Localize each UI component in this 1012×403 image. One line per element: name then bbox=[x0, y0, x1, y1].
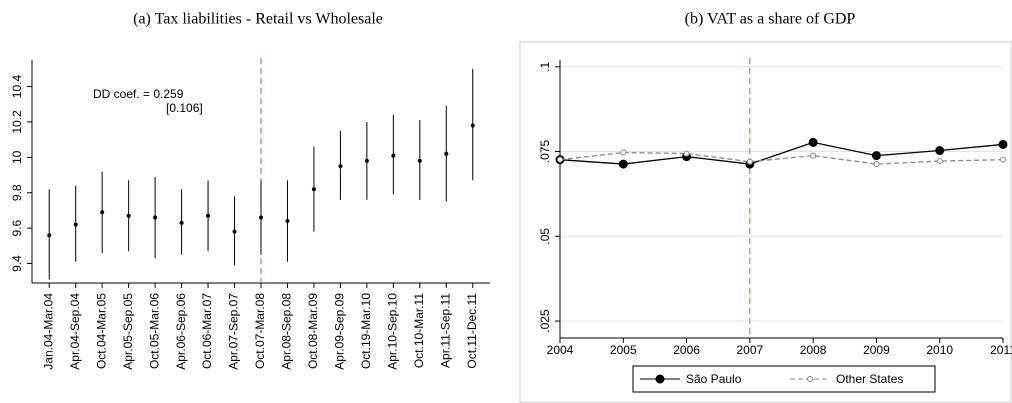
legend-marker bbox=[655, 374, 665, 384]
y-tick-label: 9.8 bbox=[10, 184, 24, 201]
y-tick-label: 9.4 bbox=[10, 255, 24, 272]
y-tick-label: .025 bbox=[538, 309, 552, 333]
marker bbox=[1000, 156, 1006, 163]
y-tick-label: 9.6 bbox=[10, 219, 24, 236]
marker bbox=[810, 152, 817, 159]
y-tick-label: .1 bbox=[538, 61, 552, 71]
x-tick-label: Oct.04-Mar.05 bbox=[94, 293, 108, 369]
point bbox=[259, 215, 263, 220]
y-tick-label: 10.4 bbox=[10, 75, 24, 99]
point bbox=[73, 222, 78, 227]
x-tick-label: 2007 bbox=[737, 343, 764, 357]
x-tick-label: 2005 bbox=[610, 343, 637, 357]
x-tick-label: 2004 bbox=[547, 343, 574, 357]
marker bbox=[746, 158, 753, 165]
legend-label: São Paulo bbox=[686, 372, 742, 386]
x-tick-label: Oct.08-Mar.09 bbox=[306, 293, 320, 369]
x-tick-label: Jan.04-Mar.04 bbox=[41, 293, 55, 370]
x-tick-label: Apr.11-Sep.11 bbox=[438, 293, 452, 368]
marker bbox=[935, 146, 945, 156]
panel-frame bbox=[519, 41, 1012, 403]
marker bbox=[873, 161, 880, 168]
marker bbox=[871, 151, 881, 161]
point bbox=[444, 151, 449, 156]
legend-label: Other States bbox=[836, 372, 903, 386]
x-tick-label: Oct.11-Dec.11 bbox=[465, 293, 479, 369]
marker bbox=[620, 149, 627, 156]
legend-marker bbox=[807, 376, 813, 382]
marker bbox=[683, 150, 690, 157]
point bbox=[417, 158, 422, 163]
marker bbox=[998, 139, 1008, 149]
y-tick-label: .075 bbox=[538, 140, 552, 164]
annotation: [0.106] bbox=[166, 101, 203, 115]
point bbox=[470, 123, 475, 128]
point bbox=[364, 158, 369, 163]
point bbox=[338, 164, 343, 169]
chart-title: (a) Tax liabilities - Retail vs Wholesal… bbox=[133, 11, 383, 28]
point bbox=[126, 213, 131, 218]
x-tick-label: Apr.04-Sep.04 bbox=[68, 293, 82, 370]
x-tick-label: 2010 bbox=[926, 343, 953, 357]
x-tick-label: Oct.10-Mar.11 bbox=[412, 293, 426, 368]
x-tick-label: Apr.08-Sep.08 bbox=[280, 293, 294, 370]
marker bbox=[808, 137, 818, 147]
x-tick-label: Oct.07-Mar.08 bbox=[253, 293, 267, 369]
y-tick-label: .05 bbox=[538, 228, 552, 245]
x-tick-label: Oct.05-Mar.06 bbox=[147, 293, 161, 369]
series-line bbox=[559, 151, 1004, 165]
x-tick-label: 2011 bbox=[990, 343, 1012, 357]
point bbox=[391, 153, 396, 158]
point bbox=[206, 213, 211, 218]
point bbox=[47, 233, 52, 238]
x-tick-label: Oct.19-Mar.10 bbox=[359, 293, 373, 369]
x-tick-label: Apr.05-Sep.05 bbox=[121, 293, 135, 370]
x-tick-label: 2008 bbox=[800, 343, 827, 357]
marker bbox=[936, 158, 943, 165]
point bbox=[232, 229, 237, 234]
series-line bbox=[559, 141, 1004, 165]
y-tick-label: 10 bbox=[10, 150, 24, 164]
point bbox=[100, 210, 105, 215]
y-tick-label: 10.2 bbox=[10, 110, 24, 134]
legend-box bbox=[632, 365, 936, 393]
point bbox=[179, 220, 184, 225]
x-tick-label: Apr.09-Sep.09 bbox=[333, 293, 347, 370]
x-tick-label: Apr.07-Sep.07 bbox=[227, 293, 241, 370]
marker bbox=[618, 159, 628, 169]
point bbox=[153, 215, 158, 220]
x-tick-label: Apr.06-Sep.06 bbox=[174, 293, 188, 370]
marker bbox=[557, 156, 563, 163]
annotation: DD coef. = 0.259 bbox=[93, 87, 184, 101]
x-tick-label: 2006 bbox=[673, 343, 700, 357]
point bbox=[311, 187, 316, 192]
point bbox=[285, 219, 290, 224]
x-tick-label: 2009 bbox=[863, 343, 890, 357]
x-tick-label: Apr.10-Sep.10 bbox=[386, 293, 400, 370]
x-tick-label: Oct.06-Mar.07 bbox=[200, 293, 214, 369]
chart-title: (b) VAT as a share of GDP bbox=[685, 11, 856, 28]
